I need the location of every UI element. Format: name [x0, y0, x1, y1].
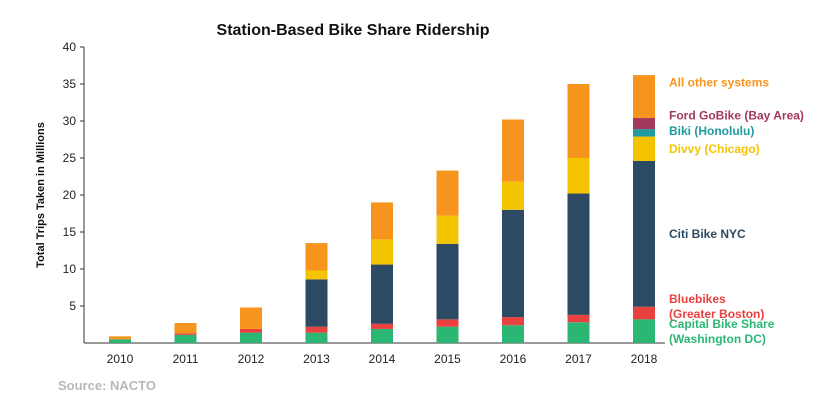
y-tick-label: 30: [63, 114, 77, 128]
y-tick-label: 15: [63, 225, 77, 239]
bar-segment-2013: [305, 243, 328, 271]
x-tick-label: 2018: [631, 352, 658, 366]
chart-title: Station-Based Bike Share Ridership: [216, 22, 490, 39]
bar-segment-2016: [502, 119, 524, 182]
x-tick-label: 2013: [303, 352, 330, 366]
bar-segment-2011: [174, 334, 197, 343]
bar-segment-2013: [305, 279, 328, 327]
bar-segment-2014: [371, 202, 393, 240]
bar-segment-2017: [567, 322, 590, 343]
bar-segment-2014: [371, 328, 393, 343]
bar-segment-2011: [174, 333, 197, 335]
y-tick-label: 35: [63, 77, 77, 91]
bar-segment-2013: [305, 270, 328, 280]
bar-segment-2017: [567, 193, 590, 315]
bar-segment-2016: [502, 325, 524, 343]
y-axis-title: Total Trips Taken in Millions: [35, 122, 47, 268]
bar-segment-2010: [109, 339, 131, 343]
y-tick-label: 40: [63, 40, 77, 54]
bar-segment-2014: [371, 264, 393, 324]
bar-segment-2017: [567, 84, 590, 158]
bar-segment-2018: [633, 136, 655, 161]
series-label: Bluebikes: [669, 292, 726, 306]
bar-segment-2013: [305, 326, 328, 333]
bar-segment-2016: [502, 181, 524, 210]
bar-segment-2011: [174, 323, 197, 334]
y-tick-label: 25: [63, 151, 77, 165]
bar-segment-2018: [633, 129, 655, 137]
bar-segment-2018: [633, 306, 655, 320]
bar-segment-2017: [567, 158, 590, 194]
bar-segment-2015: [436, 319, 459, 327]
series-label: All other systems: [669, 76, 769, 90]
x-tick-label: 2012: [238, 352, 265, 366]
bar-segment-2016: [502, 317, 524, 326]
bar-segment-2015: [436, 170, 459, 216]
x-tick-label: 2017: [565, 352, 592, 366]
bar-segment-2015: [436, 326, 459, 343]
bar-segment-2018: [633, 118, 655, 130]
source-note: Source: NACTO: [58, 378, 156, 393]
x-tick-label: 2016: [500, 352, 527, 366]
bar-segment-2018: [633, 160, 655, 307]
bar-segment-2018: [633, 75, 655, 119]
bar-segment-2015: [436, 243, 459, 320]
series-label: Divvy (Chicago): [669, 142, 760, 156]
bar-segment-2012: [240, 328, 262, 333]
x-tick-label: 2014: [369, 352, 396, 366]
bar-segment-2013: [305, 332, 328, 343]
y-tick-label: 5: [69, 299, 76, 313]
y-tick-label: 10: [63, 262, 77, 276]
y-tick-label: 20: [63, 188, 77, 202]
bar-segment-2010: [109, 336, 131, 340]
bar-segment-2012: [240, 332, 262, 343]
bar-segment-2012: [240, 307, 262, 329]
series-label: Biki (Honolulu): [669, 124, 754, 138]
x-tick-label: 2010: [107, 352, 134, 366]
x-tick-label: 2011: [173, 352, 199, 366]
series-label: Citi Bike NYC: [669, 227, 746, 241]
bar-segment-2014: [371, 239, 393, 265]
bar-segment-2018: [633, 319, 655, 343]
series-label: Ford GoBike (Bay Area): [669, 109, 804, 123]
bar-segment-2016: [502, 209, 524, 318]
x-tick-label: 2015: [434, 352, 461, 366]
bar-segment-2014: [371, 323, 393, 329]
series-label: Capital Bike Share: [669, 317, 775, 331]
series-label: (Greater Boston): [669, 307, 764, 321]
bar-segment-2017: [567, 314, 590, 323]
series-label: (Washington DC): [669, 332, 766, 346]
bar-segment-2015: [436, 215, 459, 244]
